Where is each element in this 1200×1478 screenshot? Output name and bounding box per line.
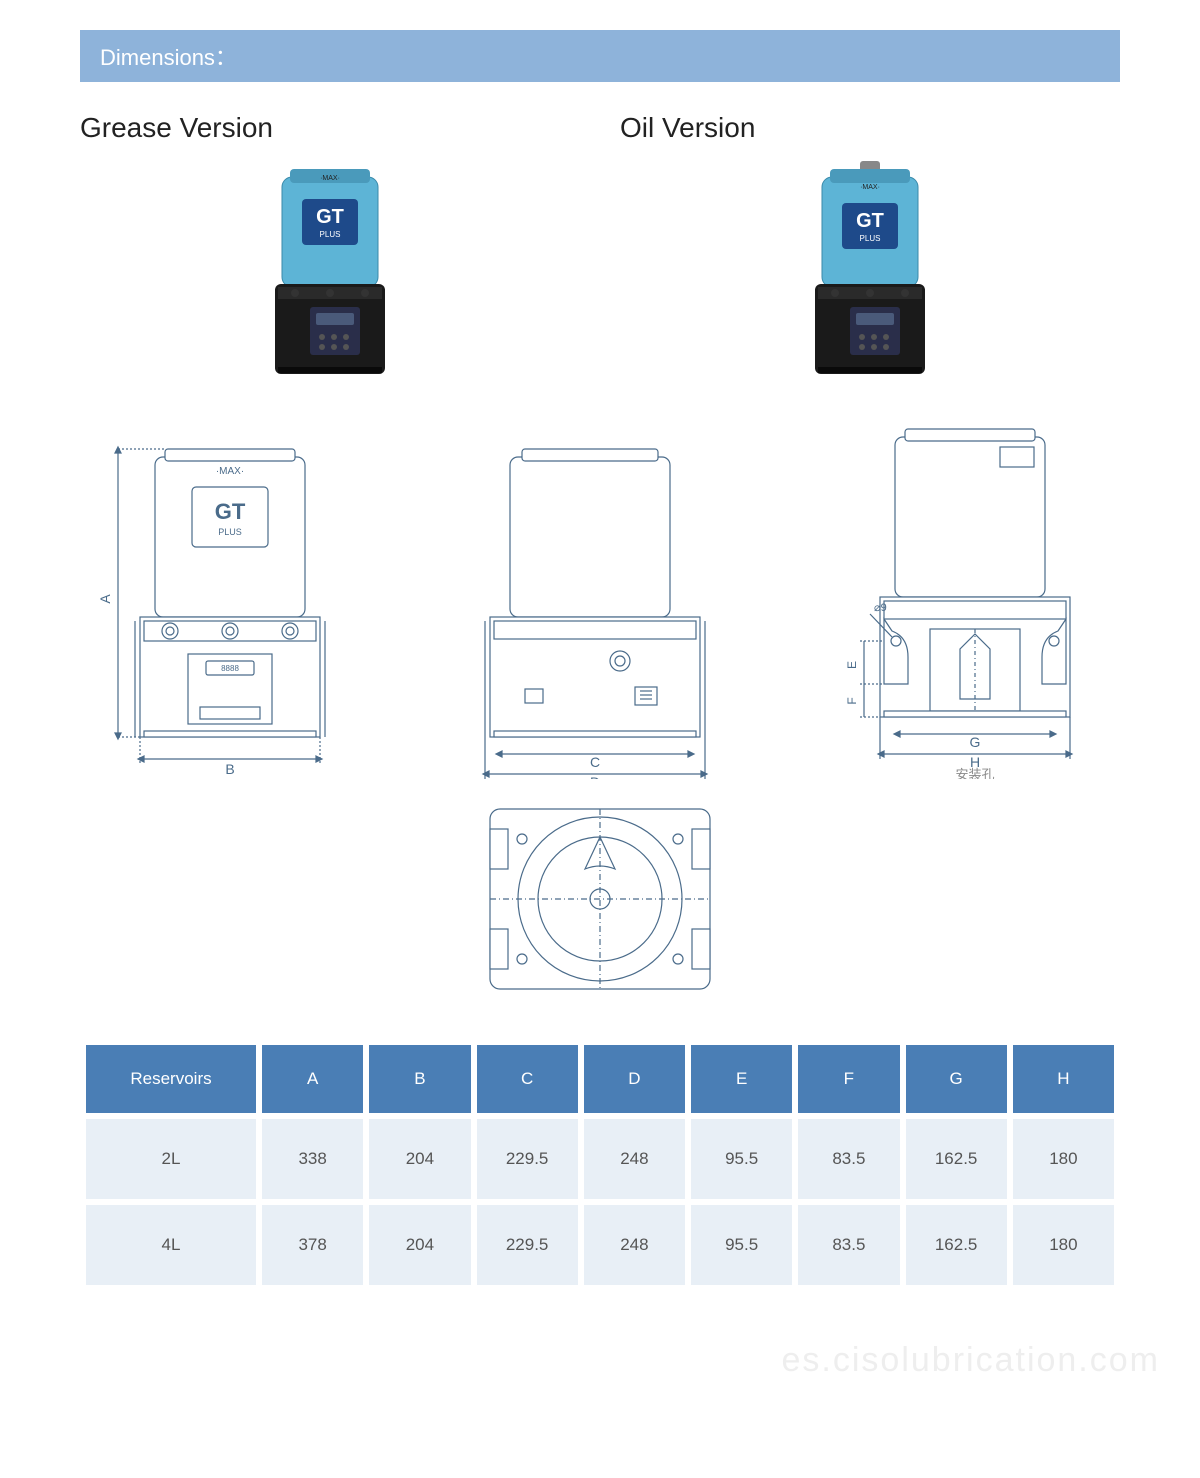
table-cell: 338 [262, 1119, 363, 1199]
table-cell: 378 [262, 1205, 363, 1285]
table-cell: 2L [86, 1119, 256, 1199]
table-cell: 162.5 [906, 1205, 1007, 1285]
table-cell: 248 [584, 1119, 685, 1199]
table-cell: 83.5 [798, 1119, 899, 1199]
max-label: ·MAX· [320, 175, 340, 182]
table-cell: 204 [369, 1205, 470, 1285]
oil-version-title: Oil Version [620, 112, 1120, 144]
table-header: F [798, 1045, 899, 1113]
svg-text:PLUS: PLUS [218, 527, 242, 537]
diagram-rear-view: ⌀9 E F G H 安装孔 [830, 419, 1120, 779]
svg-text:⌀9: ⌀9 [874, 602, 887, 614]
table-cell: 95.5 [691, 1205, 792, 1285]
table-header: Reservoirs [86, 1045, 256, 1113]
brand-sub: PLUS [320, 230, 341, 239]
svg-text:B: B [225, 761, 234, 777]
brand-text: GT [316, 206, 344, 228]
diagram-top-view [450, 779, 750, 1019]
grease-product-photo: ·MAX· GT PLUS [80, 159, 580, 389]
table-row: 2L 338 204 229.5 248 95.5 83.5 162.5 180 [86, 1119, 1114, 1199]
table-cell: 229.5 [477, 1119, 578, 1199]
table-header: C [477, 1045, 578, 1113]
brand-text: GT [856, 210, 884, 232]
table-cell: 248 [584, 1205, 685, 1285]
table-header: H [1013, 1045, 1114, 1113]
table-header: G [906, 1045, 1007, 1113]
oil-version-column: Oil Version ·MAX· GT PLUS [620, 112, 1120, 389]
technical-diagrams: ·MAX· GT PLUS 8888 A [80, 419, 1120, 1019]
table-row: 4L 378 204 229.5 248 95.5 83.5 162.5 180 [86, 1205, 1114, 1285]
table-cell: 229.5 [477, 1205, 578, 1285]
table-header: E [691, 1045, 792, 1113]
table-header: B [369, 1045, 470, 1113]
table-cell: 4L [86, 1205, 256, 1285]
svg-text:GT: GT [215, 499, 246, 524]
watermark: es.cisolubrication.com [0, 1341, 1200, 1380]
svg-text:E: E [845, 661, 859, 669]
svg-text:·MAX·: ·MAX· [216, 466, 244, 477]
svg-text:安装孔: 安装孔 [955, 767, 994, 779]
grease-version-title: Grease Version [80, 112, 580, 144]
max-label: ·MAX· [860, 184, 880, 191]
table-cell: 83.5 [798, 1205, 899, 1285]
grease-version-column: Grease Version ·MAX· GT PLUS [80, 112, 580, 389]
diagram-side-view: C D [440, 439, 760, 779]
svg-text:8888: 8888 [221, 664, 239, 673]
table-cell: 162.5 [906, 1119, 1007, 1199]
svg-text:C: C [590, 754, 600, 770]
table-cell: 95.5 [691, 1119, 792, 1199]
svg-text:F: F [845, 697, 859, 704]
svg-text:A: A [97, 594, 113, 604]
versions-row: Grease Version ·MAX· GT PLUS Oil Version [80, 112, 1120, 389]
dimensions-table: Reservoirs A B C D E F G H 2L 338 204 22… [80, 1039, 1120, 1291]
table-cell: 204 [369, 1119, 470, 1199]
table-cell: 180 [1013, 1119, 1114, 1199]
diagram-front-view: ·MAX· GT PLUS 8888 A [80, 439, 370, 779]
brand-sub: PLUS [860, 234, 881, 243]
table-header: D [584, 1045, 685, 1113]
section-header: Dimensions： [80, 30, 1120, 82]
svg-text:G: G [970, 734, 981, 750]
table-cell: 180 [1013, 1205, 1114, 1285]
table-header-row: Reservoirs A B C D E F G H [86, 1045, 1114, 1113]
table-header: A [262, 1045, 363, 1113]
oil-product-photo: ·MAX· GT PLUS [620, 159, 1120, 389]
